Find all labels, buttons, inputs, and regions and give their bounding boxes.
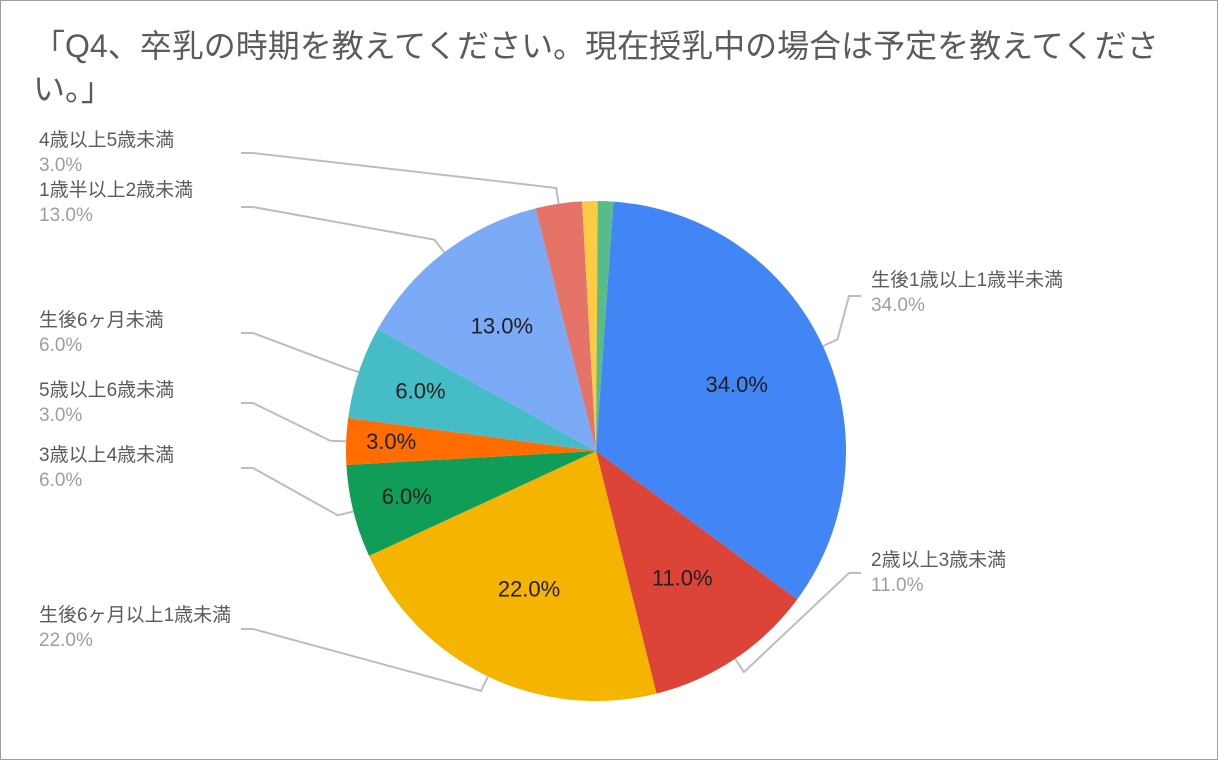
slice-pct-label: 11.0% [652, 566, 713, 591]
slice-ext-pct: 13.0% [39, 205, 93, 226]
leader-line [241, 333, 359, 372]
leader-line [241, 403, 346, 441]
slice-pct-label: 13.0% [471, 314, 533, 339]
slice-ext-label: 3歳以上4歳未満 [39, 444, 174, 466]
slice-ext-pct: 34.0% [871, 295, 925, 316]
slice-pct-label: 6.0% [395, 378, 445, 403]
leader-line [823, 296, 861, 346]
slice-ext-label: 生後6ヶ月未満 [39, 309, 164, 331]
leader-line [241, 468, 353, 515]
slice-ext-pct: 22.0% [39, 630, 93, 651]
slice-ext-pct: 6.0% [39, 470, 82, 491]
leader-line [241, 153, 559, 204]
chart-title: 「Q4、卒乳の時期を教えてください。現在授乳中の場合は予定を教えてください。」 [33, 25, 1185, 111]
slice-ext-label: 2歳以上3歳未満 [871, 549, 1006, 571]
chart-card: 「Q4、卒乳の時期を教えてください。現在授乳中の場合は予定を教えてください。」 … [0, 0, 1218, 760]
slice-ext-label: 生後6ヶ月以上1歳未満 [39, 604, 231, 626]
slice-ext-pct: 3.0% [39, 155, 82, 176]
slice-ext-pct: 3.0% [39, 405, 82, 426]
slice-pct-label: 6.0% [382, 484, 432, 509]
slice-ext-label: 生後1歳以上1歳半未満 [871, 269, 1063, 291]
slice-ext-pct: 6.0% [39, 335, 82, 356]
slice-ext-pct: 11.0% [871, 575, 924, 596]
slice-pct-label: 22.0% [498, 577, 560, 602]
slice-ext-label: 5歳以上6歳未満 [39, 379, 174, 401]
slice-pct-label: 3.0% [366, 429, 416, 454]
pie-chart: 生後1歳以上1歳半未満 34.0% 2歳以上3歳未満 11.0% 生後6ヶ月以上1歳未満… [1, 121, 1217, 759]
slice-pct-label: 34.0% [706, 372, 768, 397]
slice-ext-label: 4歳以上5歳未満 [39, 129, 174, 151]
slice-ext-label: 1歳半以上2歳未満 [39, 179, 193, 201]
leader-line [241, 207, 444, 252]
